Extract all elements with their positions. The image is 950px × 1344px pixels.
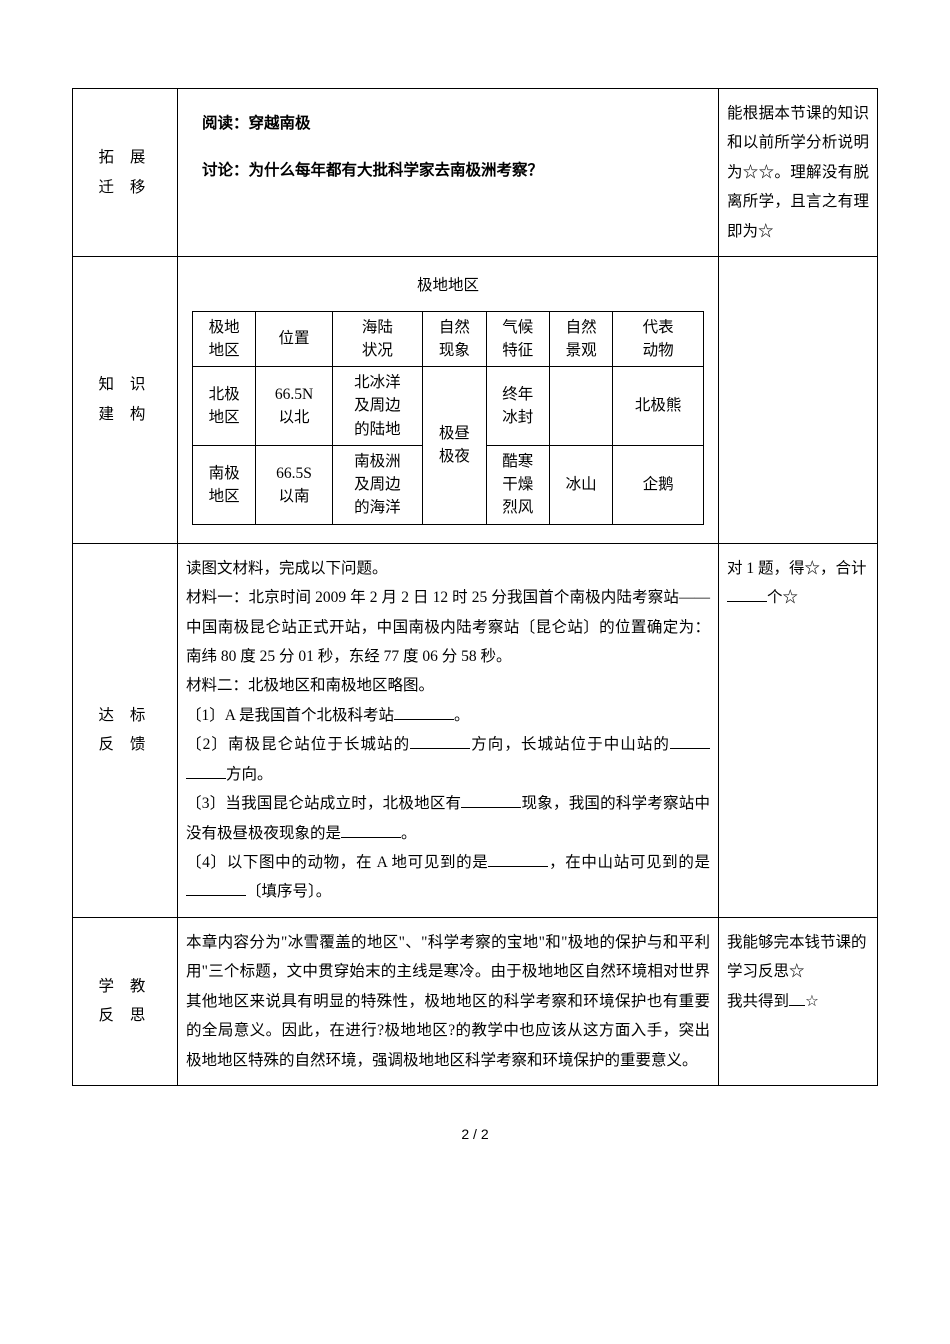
fill-blank [461, 792, 521, 809]
reading-block: 阅读：穿越南极 讨论：为什么每年都有大批科学家去南极洲考察？ [186, 99, 710, 246]
fill-blank [670, 733, 710, 750]
fill-blank [789, 989, 805, 1006]
data-cell: 南极洲 及周边 的海洋 [332, 445, 423, 524]
inner-wrap: 极地地区 极地 地区 位置 海陆 状况 自然 现象 气候 特征 自然 景观 代表… [186, 267, 710, 532]
q-text: 〔3〕当我国昆仑站成立时，北极地区有 [186, 795, 461, 812]
fill-blank [341, 821, 401, 838]
q-text: 〔填序号〕。 [246, 883, 331, 900]
data-cell: 企鹅 [613, 445, 704, 524]
table-row: 知 识 建 构 极地地区 极地 地区 位置 海陆 状况 自然 现象 气候 特征 … [73, 257, 878, 543]
label-text: 迁 移 [81, 173, 169, 202]
data-cell: 北极 地区 [193, 367, 256, 446]
label-text: 学 教 [81, 972, 169, 1001]
fill-blank [727, 586, 767, 603]
data-cell: 66.5S 以南 [256, 445, 332, 524]
question-1: 〔1〕A 是我国首个北极科考站 。 [186, 701, 710, 730]
main-table: 拓 展 迁 移 阅读：穿越南极 讨论：为什么每年都有大批科学家去南极洲考察？ 能… [72, 88, 878, 1086]
eval-text: ☆ [805, 993, 819, 1010]
q-text: 〔1〕A 是我国首个北极科考站 [186, 707, 394, 724]
q-text: 方向。 [226, 766, 273, 783]
data-cell: 北极熊 [613, 367, 704, 446]
score-text: 个☆ [767, 589, 798, 606]
score-cell: 对 1 题，得☆，合计个☆ [719, 543, 878, 917]
row-label-dabiao: 达 标 反 馈 [73, 543, 178, 917]
eval-text: 我共得到 [727, 993, 789, 1010]
table-row: 学 教 反 思 本章内容分为"冰雪覆盖的地区"、"科学考察的宝地"和"极地的保护… [73, 917, 878, 1085]
data-cell: 酷寒 干燥 烈风 [486, 445, 549, 524]
reading-cell: 阅读：穿越南极 讨论：为什么每年都有大批科学家去南极洲考察？ [178, 89, 719, 257]
self-eval-cell: 我能够完本钱节课的学习反思☆ 我共得到 ☆ [719, 917, 878, 1085]
score-text: 对 1 题，得☆，合计 [727, 560, 867, 577]
material-one: 材料一：北京时间 2009 年 2 月 2 日 12 时 25 分我国首个南极内… [186, 583, 710, 671]
q-text: 方向，长城站位于中山站的 [470, 736, 670, 753]
inner-table-title: 极地地区 [192, 269, 704, 304]
fill-blank [488, 851, 548, 868]
header-cell: 代表 动物 [613, 311, 704, 367]
table-row: 北极 地区 66.5N 以北 北冰洋 及周边 的陆地 极昼 极夜 终年 冰封 北… [193, 367, 704, 446]
label-text: 达 标 [81, 701, 169, 730]
label-text: 知 识 [81, 370, 169, 399]
document-page: 拓 展 迁 移 阅读：穿越南极 讨论：为什么每年都有大批科学家去南极洲考察？ 能… [0, 0, 950, 1182]
label-text: 建 构 [81, 400, 169, 429]
fill-blank [410, 733, 470, 750]
intro-text: 读图文材料，完成以下问题。 [186, 554, 710, 583]
q-text: 〔2〕南极昆仑站位于长城站的 [186, 736, 410, 753]
label-text: 拓 展 [81, 143, 169, 172]
row-label-tuozhan: 拓 展 迁 移 [73, 89, 178, 257]
question-4: 〔4〕以下图中的动物，在 A 地可见到的是 ，在中山站可见到的是〔填序号〕。 [186, 848, 710, 907]
header-cell: 位置 [256, 311, 332, 367]
fill-blank [186, 762, 226, 779]
label-text: 反 思 [81, 1001, 169, 1030]
polar-comparison-table: 极地 地区 位置 海陆 状况 自然 现象 气候 特征 自然 景观 代表 动物 北… [192, 311, 704, 525]
data-cell [549, 367, 612, 446]
table-row: 极地 地区 位置 海陆 状况 自然 现象 气候 特征 自然 景观 代表 动物 [193, 311, 704, 367]
page-number: 2 / 2 [72, 1126, 878, 1142]
fill-blank [186, 880, 246, 897]
data-cell: 66.5N 以北 [256, 367, 332, 446]
header-cell: 自然 景观 [549, 311, 612, 367]
label-text: 反 馈 [81, 730, 169, 759]
header-cell: 气候 特征 [486, 311, 549, 367]
table-row: 拓 展 迁 移 阅读：穿越南极 讨论：为什么每年都有大批科学家去南极洲考察？ 能… [73, 89, 878, 257]
question-3: 〔3〕当我国昆仑站成立时，北极地区有现象，我国的科学考察站中没有极昼极夜现象的是… [186, 789, 710, 848]
eval-text: 我能够完本钱节课的学习反思☆ [727, 928, 869, 987]
q-text: 〔4〕以下图中的动物，在 A 地可见到的是 [186, 854, 488, 871]
questions-cell: 读图文材料，完成以下问题。 材料一：北京时间 2009 年 2 月 2 日 12… [178, 543, 719, 917]
inner-table-cell: 极地地区 极地 地区 位置 海陆 状况 自然 现象 气候 特征 自然 景观 代表… [178, 257, 719, 543]
row-label-zhishi: 知 识 建 构 [73, 257, 178, 543]
question-2: 〔2〕南极昆仑站位于长城站的 方向，长城站位于中山站的方向。 [186, 730, 710, 789]
header-cell: 海陆 状况 [332, 311, 423, 367]
q-text: 。 [401, 825, 417, 842]
eval-total: 我共得到 ☆ [727, 987, 869, 1016]
reading-title: 阅读：穿越南极 [202, 109, 694, 138]
header-cell: 自然 现象 [423, 311, 486, 367]
header-cell: 极地 地区 [193, 311, 256, 367]
data-cell: 南极 地区 [193, 445, 256, 524]
material-two: 材料二：北极地区和南极地区略图。 [186, 671, 710, 700]
q-text: ，在中山站可见到的是 [548, 854, 710, 871]
row-label-xuejiao: 学 教 反 思 [73, 917, 178, 1085]
fill-blank [394, 703, 454, 720]
data-cell: 终年 冰封 [486, 367, 549, 446]
criteria-cell: 能根据本节课的知识和以前所学分析说明为☆☆。理解没有脱离所学，且言之有理即为☆ [719, 89, 878, 257]
discussion-question: 讨论：为什么每年都有大批科学家去南极洲考察？ [202, 156, 694, 185]
data-cell: 极昼 极夜 [423, 367, 486, 525]
data-cell: 冰山 [549, 445, 612, 524]
empty-criteria-cell [719, 257, 878, 543]
reflection-cell: 本章内容分为"冰雪覆盖的地区"、"科学考察的宝地"和"极地的保护与和平利用"三个… [178, 917, 719, 1085]
data-cell: 北冰洋 及周边 的陆地 [332, 367, 423, 446]
q-text: 。 [454, 707, 470, 724]
table-row: 达 标 反 馈 读图文材料，完成以下问题。 材料一：北京时间 2009 年 2 … [73, 543, 878, 917]
